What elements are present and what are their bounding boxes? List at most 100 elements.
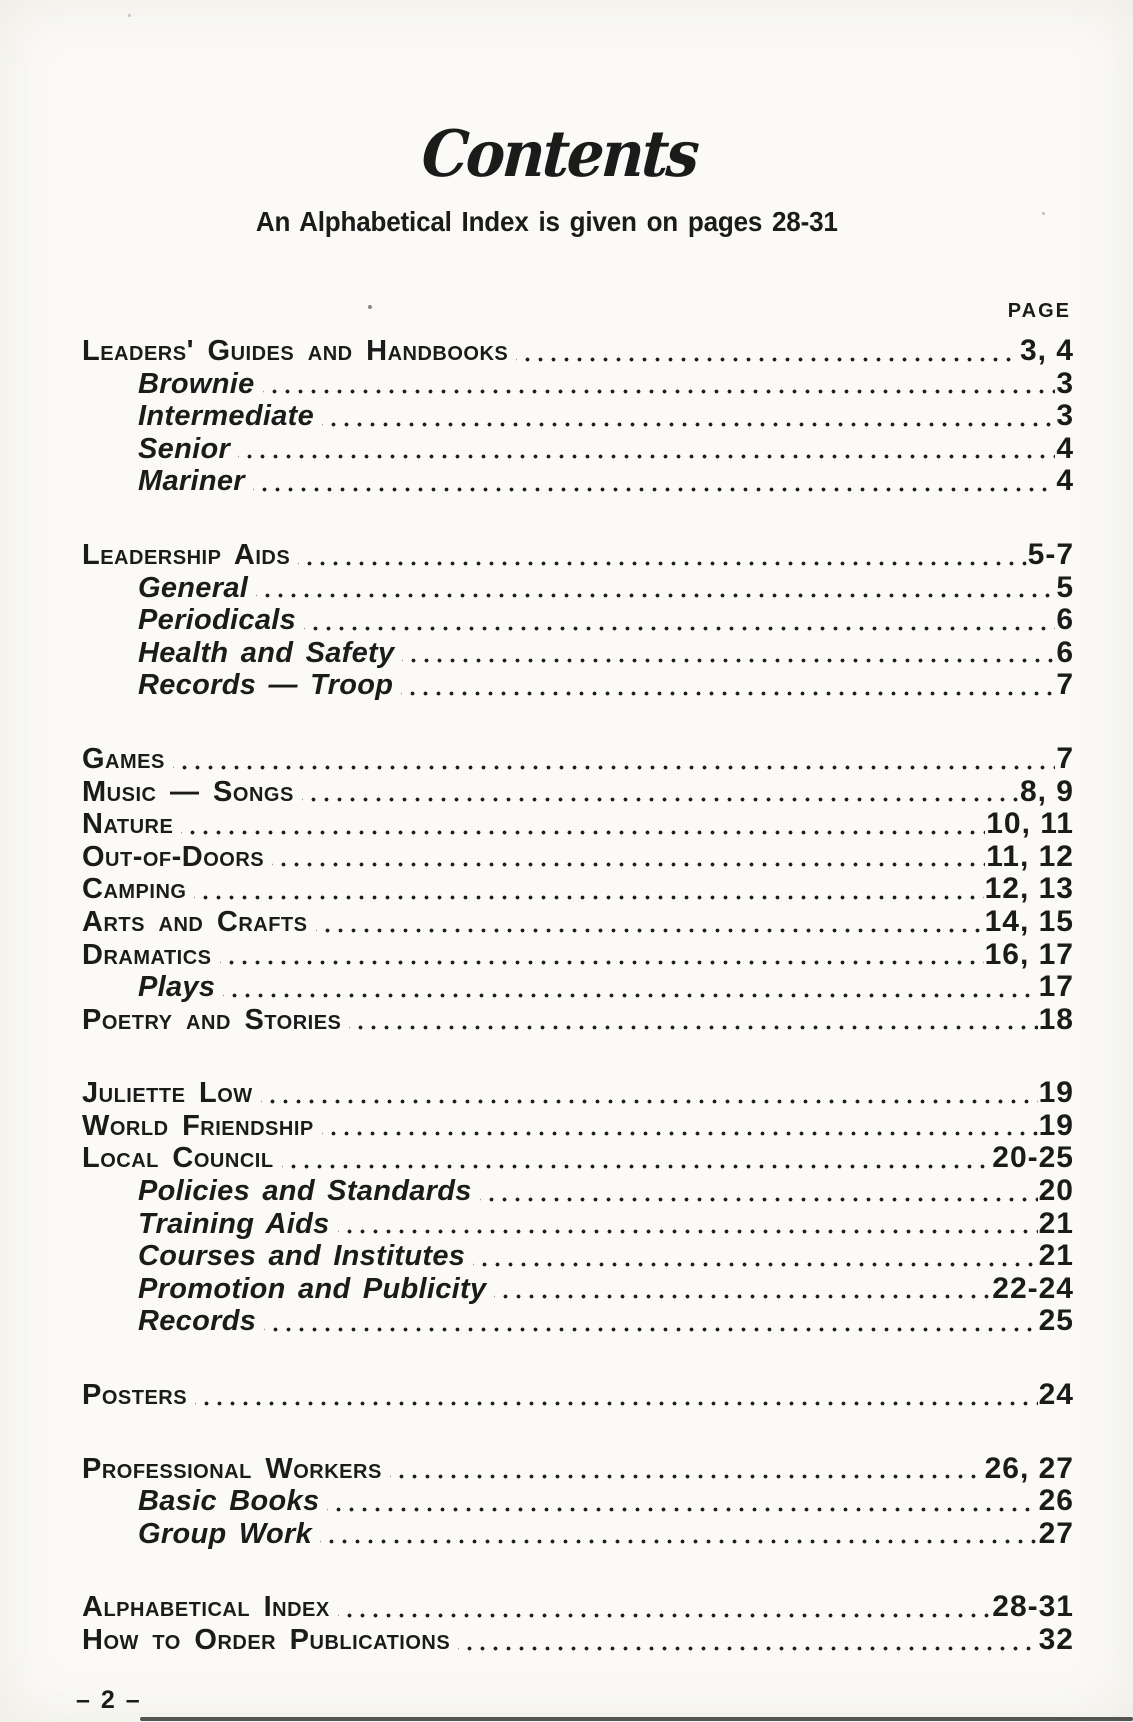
toc-leader-dots	[281, 1142, 992, 1176]
toc-row-label: Plays	[138, 971, 216, 1004]
toc-row-label: Leadership Aids	[82, 538, 291, 571]
toc-row-label: Records — Troop	[138, 669, 394, 702]
toc-row: Leadership Aids 5-7	[82, 537, 1074, 572]
toc-row-label: World Friendship	[82, 1109, 314, 1142]
toc-row-label: Juliette Low	[82, 1077, 253, 1110]
toc-row-label: Professional Workers	[82, 1452, 382, 1485]
toc-leader-dots	[181, 808, 986, 841]
toc-leader-dots	[389, 1452, 984, 1486]
toc-page-number: 32	[1038, 1623, 1074, 1656]
toc-row: Intermediate 3	[82, 400, 1074, 433]
toc-page-number: 20-25	[992, 1141, 1074, 1175]
toc-row: Group Work 27	[82, 1517, 1074, 1551]
toc-page-number: 21	[1038, 1239, 1074, 1273]
toc-leader-dots	[223, 971, 1038, 1004]
page-title: Contents	[419, 117, 700, 192]
toc-leader-dots	[262, 367, 1056, 401]
toc-row: Records 25	[82, 1305, 1074, 1339]
toc-row: World Friendship 19	[82, 1108, 1074, 1143]
toc-leader-dots	[195, 1379, 1038, 1412]
toc-row: Camping 12, 13	[82, 873, 1074, 906]
toc-row: Records — Troop 7	[82, 669, 1074, 702]
toc-section: Leaders' Guides and Handbooks 3, 4 Brown…	[82, 334, 1074, 498]
toc-page-number: 22-24	[992, 1271, 1074, 1305]
scan-speck	[128, 14, 131, 17]
toc-leader-dots	[260, 1077, 1038, 1110]
scan-speck	[1042, 212, 1045, 215]
toc-row: Arts and Crafts 14, 15	[82, 905, 1074, 939]
toc-row-label: Courses and Institutes	[138, 1240, 466, 1273]
toc-page-number: 18	[1038, 1002, 1074, 1036]
toc-row: Periodicals 6	[82, 604, 1074, 637]
toc-row-label: Training Aids	[138, 1207, 330, 1240]
toc-row-label: Dramatics	[82, 938, 212, 971]
toc-leader-dots	[315, 905, 984, 939]
toc-page-number: 4	[1056, 431, 1074, 465]
toc-leader-dots	[264, 1305, 1038, 1339]
toc-page-number: 3, 4	[1019, 334, 1074, 367]
toc-row-label: Nature	[82, 808, 174, 841]
scan-speck	[368, 305, 372, 309]
toc-row: Poetry and Stories 18	[82, 1002, 1074, 1037]
toc-page-number: 3	[1056, 366, 1074, 400]
toc-page-number: 26	[1038, 1484, 1074, 1518]
toc-row: Out-of-Doors 11, 12	[82, 839, 1074, 874]
toc-row-label: Policies and Standards	[138, 1175, 472, 1208]
toc-page-number: 24	[1038, 1378, 1074, 1412]
toc-page-number: 28-31	[992, 1590, 1074, 1624]
toc-row: Dramatics 16, 17	[82, 938, 1074, 972]
toc-row-label: Mariner	[138, 465, 245, 498]
toc-leader-dots	[479, 1175, 1038, 1208]
toc-page-number: 17	[1038, 970, 1074, 1004]
page-subtitle: An Alphabetical Index is given on pages …	[255, 206, 838, 238]
toc-page-number: 6	[1056, 635, 1074, 669]
toc-leader-dots	[238, 432, 1056, 466]
toc-leader-dots	[401, 669, 1056, 702]
toc-row-label: Basic Books	[138, 1485, 320, 1518]
toc-row: Games 7	[82, 742, 1074, 776]
toc-page-number: 11, 12	[986, 839, 1074, 873]
toc-page-number: 5	[1056, 570, 1074, 604]
toc-row: Juliette Low 19	[82, 1077, 1074, 1110]
toc-leader-dots	[272, 840, 986, 874]
toc-row-label: Intermediate	[138, 400, 315, 433]
toc-row-label: Local Council	[82, 1142, 274, 1175]
toc-leader-dots	[320, 1517, 1038, 1551]
toc-row-label: Camping	[82, 873, 187, 906]
toc-leader-dots	[473, 1240, 1038, 1273]
toc-row: Mariner 4	[82, 465, 1074, 498]
toc-section: Professional Workers 26, 27 Basic Books …	[82, 1452, 1074, 1551]
toc-row-label: Senior	[138, 432, 231, 465]
toc-leader-dots	[349, 1003, 1038, 1037]
toc-leader-dots	[304, 604, 1056, 637]
toc-leader-dots	[219, 938, 984, 972]
scan-artifact-line	[140, 1717, 1133, 1721]
toc-row: General 5	[82, 570, 1074, 605]
toc-page-number: 12, 13	[984, 872, 1074, 906]
toc-page-number: 5-7	[1027, 537, 1074, 571]
toc-leader-dots	[402, 636, 1056, 670]
page-column-header: PAGE	[1007, 300, 1071, 322]
toc-page-number: 19	[1038, 1108, 1074, 1142]
toc-row: Policies and Standards 20	[82, 1174, 1074, 1208]
toc-row: Local Council 20-25	[82, 1141, 1074, 1176]
toc-row-label: Games	[82, 742, 165, 775]
toc-row: Leaders' Guides and Handbooks 3, 4	[82, 334, 1074, 368]
toc-section: Posters 24	[82, 1378, 1074, 1412]
toc-page-number: 7	[1056, 668, 1074, 702]
toc-page-number: 10, 11	[986, 807, 1074, 841]
toc-section: Juliette Low 19 World Friendship 19 Loca…	[82, 1077, 1074, 1339]
toc-row: Brownie 3	[82, 366, 1074, 401]
toc-leader-dots	[327, 1485, 1038, 1518]
toc-row: Nature 10, 11	[82, 808, 1074, 841]
toc-row: Training Aids 21	[82, 1207, 1074, 1241]
toc-row: Plays 17	[82, 970, 1074, 1004]
toc-row: How to Order Publications 32	[82, 1623, 1074, 1657]
toc-leader-dots	[301, 775, 1019, 809]
toc-row: Posters 24	[82, 1378, 1074, 1412]
toc-row: Senior 4	[82, 431, 1074, 466]
toc-row-label: Group Work	[138, 1517, 313, 1550]
toc-row-label: Poetry and Stories	[82, 1003, 342, 1036]
toc-row: Health and Safety 6	[82, 635, 1074, 670]
toc-row-label: Leaders' Guides and Handbooks	[82, 335, 509, 367]
